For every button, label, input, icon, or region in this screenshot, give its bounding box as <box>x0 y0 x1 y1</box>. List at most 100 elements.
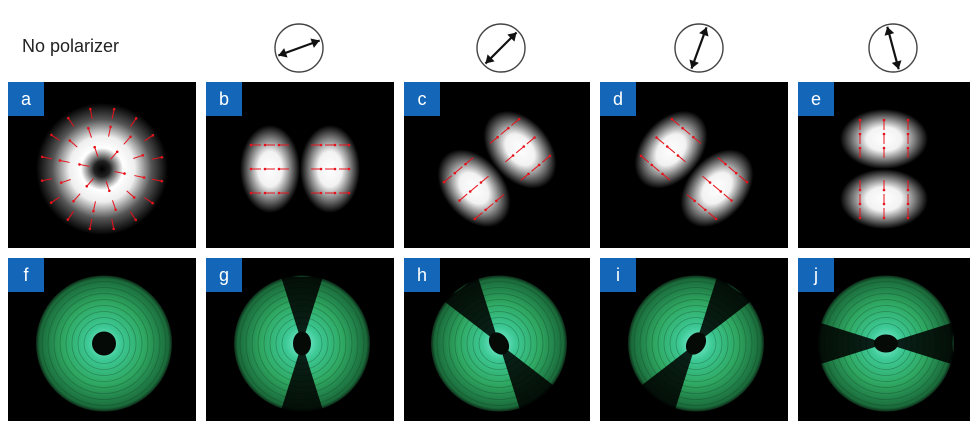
interference-ring <box>53 293 155 394</box>
polarization-arrowhead <box>333 143 337 147</box>
polarization-arrow <box>712 184 722 192</box>
polarization-arrowhead <box>277 167 281 171</box>
polarization-arrowhead <box>548 154 552 158</box>
polarization-arrowhead <box>109 125 112 129</box>
interference-ring <box>442 287 556 400</box>
polarization-arrow <box>129 211 137 221</box>
polarizer-arrowhead <box>699 27 709 37</box>
polarization-arrowhead <box>906 188 910 192</box>
polarization-arrowhead <box>533 136 536 139</box>
polarization-arrowhead <box>277 191 281 195</box>
polarization-arrow <box>42 156 53 160</box>
polarization-arrowhead <box>906 202 910 206</box>
polarization-arrow <box>656 137 665 145</box>
interference-ring <box>436 281 562 406</box>
polarization-arrow <box>126 190 135 198</box>
polarization-arrow <box>443 175 453 183</box>
polarization-arrow <box>92 201 96 212</box>
polarization-arrow <box>469 184 479 192</box>
polarization-arrow <box>717 157 726 165</box>
polarization-arrowhead <box>858 188 862 192</box>
polarization-arrow <box>651 164 660 172</box>
dark-wedge <box>637 343 696 414</box>
polarization-arrowhead <box>66 218 70 221</box>
panel-g: g <box>206 258 394 421</box>
dark-wedge <box>812 321 886 366</box>
polarization-arrowhead <box>906 132 910 136</box>
polarization-arrow <box>693 136 702 144</box>
panel-label-g: g <box>206 258 242 292</box>
interference-ring <box>639 287 753 400</box>
polarization-arrowhead <box>473 217 477 221</box>
donut-beam <box>36 103 168 235</box>
polarization-arrow <box>677 155 686 163</box>
interference-ring <box>478 323 520 364</box>
polarization-arrowhead <box>442 180 446 184</box>
polarization-arrow <box>108 126 112 137</box>
polarization-arrowhead <box>263 191 267 195</box>
panel-label-c: c <box>404 82 440 116</box>
two-lobe-beam <box>437 110 557 228</box>
polarization-arrowhead <box>882 216 886 220</box>
polarization-arrow <box>686 194 695 202</box>
polarization-arrowhead <box>333 191 337 195</box>
polarization-arrowhead <box>724 162 727 166</box>
interference-ring <box>663 311 729 376</box>
polarization-arrowhead <box>650 163 654 167</box>
polarization-arrowhead <box>347 143 351 147</box>
polarizer-icon-4 <box>868 23 918 73</box>
dark-wedge <box>499 343 558 414</box>
polarization-arrowhead <box>151 201 154 205</box>
polarization-arrow <box>505 155 514 163</box>
interference-ring <box>47 287 161 400</box>
panel-label-a: a <box>8 82 44 116</box>
no-polarizer-label: No polarizer <box>22 36 120 56</box>
interference-ring <box>83 323 125 364</box>
panel-label-d: d <box>600 82 636 116</box>
polarization-arrowhead <box>347 191 351 195</box>
polarization-arrowhead <box>708 181 712 184</box>
interference-ring <box>633 281 759 406</box>
polarization-arrow <box>94 147 99 157</box>
panel-a: a <box>8 82 196 248</box>
polarization-arrow <box>111 218 115 229</box>
polarization-arrow <box>459 193 468 201</box>
polarization-arrow <box>496 194 505 202</box>
polarization-arrowhead <box>858 146 862 150</box>
interference-ring <box>59 299 149 388</box>
polarization-arrowhead <box>858 216 862 220</box>
polarization-arrowhead <box>882 118 886 122</box>
polarization-arrowhead <box>464 162 467 166</box>
interference-ring <box>657 305 735 382</box>
polarizer-icon-2 <box>476 23 526 73</box>
polarization-arrow <box>89 218 93 229</box>
panel-label-j: j <box>798 258 834 292</box>
polarization-arrowhead <box>882 132 886 136</box>
polarization-arrow <box>662 173 671 181</box>
polarization-arrow <box>134 175 145 179</box>
panel-label-h: h <box>404 258 440 292</box>
polarization-arrowhead <box>906 216 910 220</box>
polarization-arrowhead <box>537 163 541 167</box>
dark-core <box>92 331 116 356</box>
polarization-arrowhead <box>68 139 72 142</box>
polarization-arrow <box>728 166 737 174</box>
polarization-arrowhead <box>319 143 323 147</box>
panel-c: c <box>404 82 590 248</box>
polarizer-arrowhead <box>884 26 895 36</box>
polarization-arrowhead <box>114 208 117 212</box>
polarization-arrowhead <box>719 190 723 193</box>
dark-wedge <box>886 321 956 366</box>
interference-ring <box>669 317 723 370</box>
polarization-arrowhead <box>85 184 89 188</box>
polarization-arrow <box>474 212 483 220</box>
polarization-arrow <box>50 196 60 204</box>
polarization-arrowhead <box>527 172 530 176</box>
polarization-arrowhead <box>40 179 44 182</box>
polarization-arrowhead <box>72 199 75 203</box>
polarization-arrow <box>531 164 540 172</box>
polarization-arrow <box>51 134 60 141</box>
polarization-arrowhead <box>66 116 70 120</box>
dark-wedge <box>696 273 755 344</box>
polarization-arrow <box>526 137 535 145</box>
